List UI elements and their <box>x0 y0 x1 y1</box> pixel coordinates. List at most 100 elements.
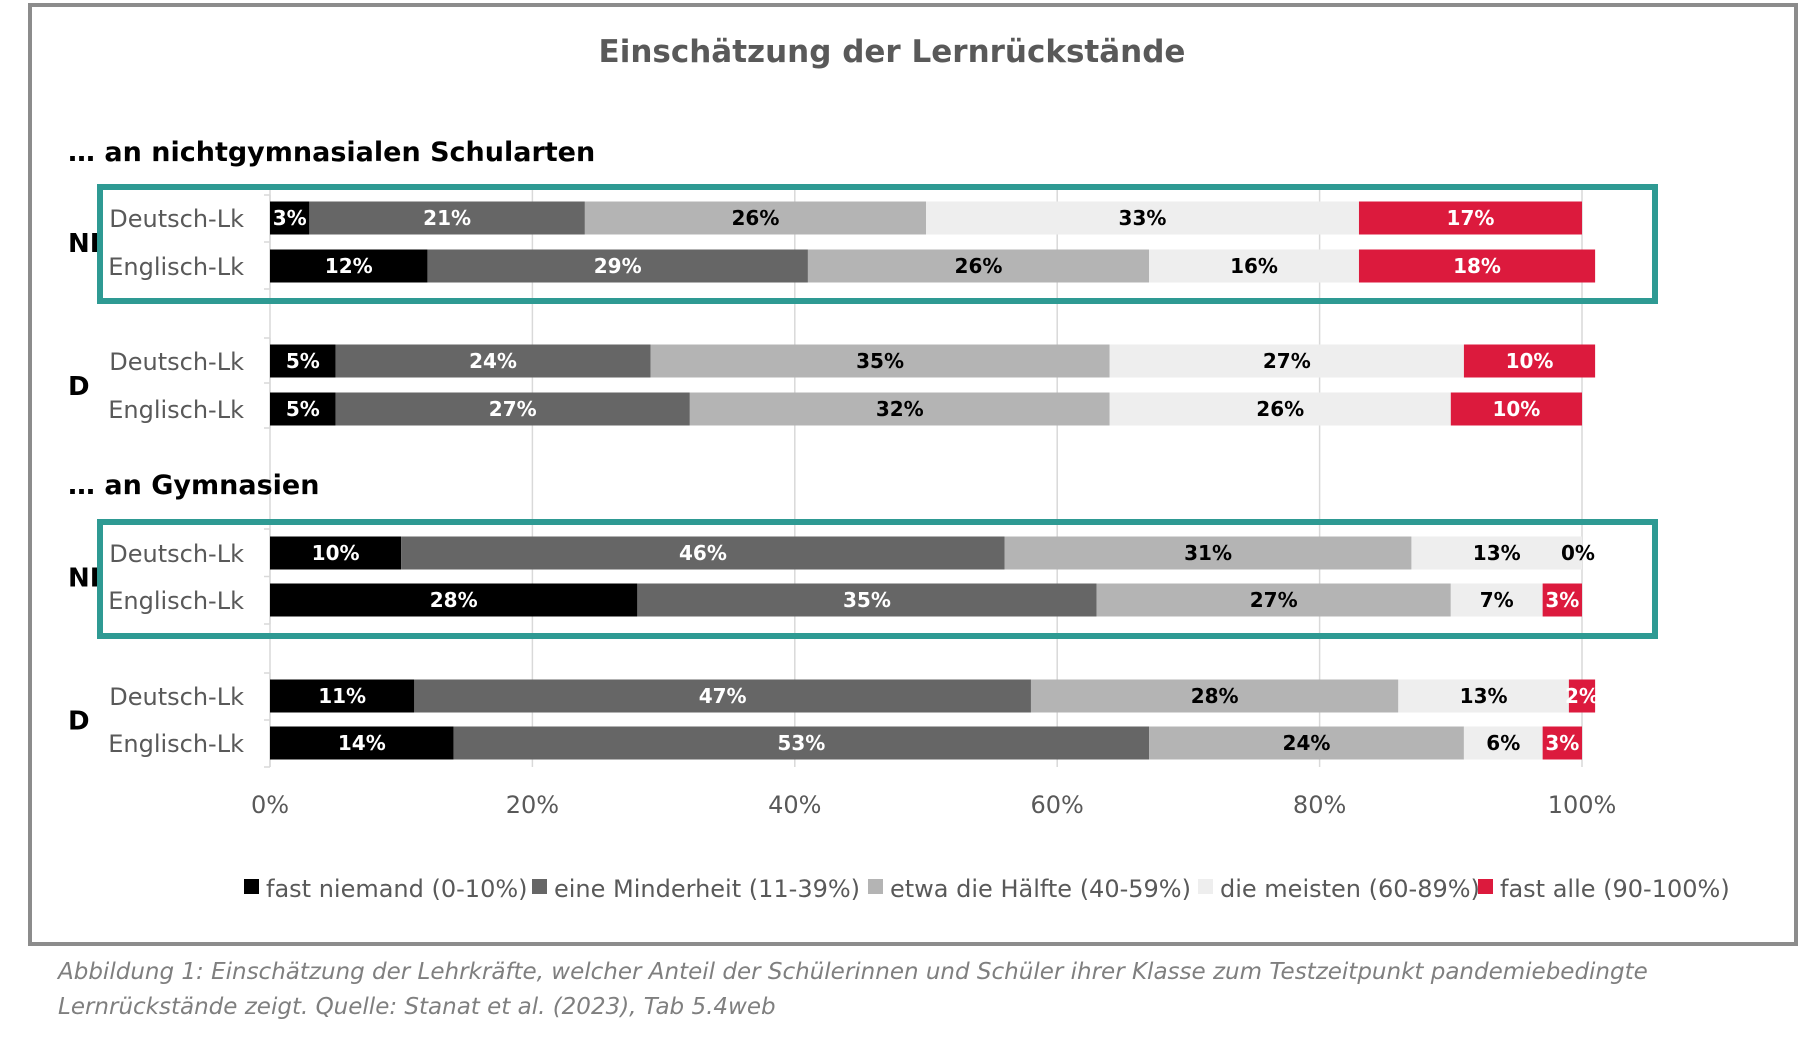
data-label: 53% <box>777 731 825 755</box>
data-label: 10% <box>312 541 360 565</box>
data-label: 13% <box>1460 684 1508 708</box>
legend: fast niemand (0-10%) eine Minderheit (11-… <box>244 875 1730 903</box>
data-label: 16% <box>1230 254 1278 278</box>
bar-segment <box>1358 249 1596 283</box>
bar-segment <box>1568 679 1596 713</box>
bar-layer <box>97 184 1658 760</box>
data-label: 18% <box>1453 254 1501 278</box>
data-label: 27% <box>1250 588 1298 612</box>
x-tick-label-4: 80% <box>1293 791 1346 819</box>
bar-segment <box>1109 344 1464 378</box>
bar-segment <box>270 679 415 713</box>
highlight-box-ni-0 <box>97 184 1658 304</box>
data-label: 17% <box>1447 206 1495 230</box>
category-label-englisch-lk: Englisch-Lk <box>108 730 244 758</box>
bar-segment <box>1358 201 1582 235</box>
bar-segment <box>1450 392 1582 426</box>
bar-segment <box>270 583 638 617</box>
bar-segment <box>1411 536 1582 570</box>
data-label: 7% <box>1480 588 1514 612</box>
bar-segment <box>1450 583 1543 617</box>
category-label-englisch-lk: Englisch-Lk <box>108 396 244 424</box>
data-label: 32% <box>876 397 924 421</box>
bar-segment <box>1030 679 1399 713</box>
category-label-englisch-lk: Englisch-Lk <box>108 253 244 281</box>
bar-segment <box>1463 726 1543 760</box>
data-label: 26% <box>732 206 780 230</box>
legend-label-1: eine Minderheit (11-39%) <box>554 875 860 903</box>
data-label: 33% <box>1119 206 1167 230</box>
stacked-bar-chart: Einschätzung der Lernrückstände … an nic… <box>68 34 1730 903</box>
data-label: 35% <box>856 349 904 373</box>
bar-segment <box>453 726 1150 760</box>
x-tick-label-1: 20% <box>506 791 559 819</box>
data-label: 24% <box>469 349 517 373</box>
bar-segment <box>270 249 428 283</box>
group-label-d: D <box>68 707 90 737</box>
legend-swatch-3 <box>1198 879 1213 894</box>
data-label: 13% <box>1473 541 1521 565</box>
bar-segment <box>335 344 651 378</box>
section-title-gymnasien: … an Gymnasien <box>68 470 319 501</box>
group-label-d: D <box>68 372 90 402</box>
data-label: 29% <box>594 254 642 278</box>
bar-segment <box>1109 392 1451 426</box>
x-tick-label-3: 60% <box>1031 791 1084 819</box>
data-label: 31% <box>1184 541 1232 565</box>
legend-swatch-4 <box>1478 879 1493 894</box>
bar-segment <box>309 201 585 235</box>
data-label: 6% <box>1486 731 1520 755</box>
bar-segment <box>270 344 336 378</box>
data-label: 47% <box>699 684 747 708</box>
bar-segment <box>1542 726 1582 760</box>
bar-segment <box>650 344 1110 378</box>
data-label: 46% <box>679 541 727 565</box>
category-label-deutsch-lk: Deutsch-Lk <box>109 348 244 376</box>
section-title-nichtgymnasial: … an nichtgymnasialen Schularten <box>68 137 595 168</box>
bar-segment <box>1004 536 1412 570</box>
chart-frame: Einschätzung der Lernrückstände … an nic… <box>28 3 1798 946</box>
data-label: 28% <box>430 588 478 612</box>
bar-segment <box>1463 344 1596 378</box>
data-label: 28% <box>1191 684 1239 708</box>
legend-swatch-1 <box>532 879 547 894</box>
category-label-deutsch-lk: Deutsch-Lk <box>109 683 244 711</box>
data-label: 12% <box>325 254 373 278</box>
legend-swatch-2 <box>868 879 883 894</box>
bar-segment <box>270 726 454 760</box>
text-layer: Einschätzung der Lernrückstände … an nic… <box>68 34 1616 819</box>
bar-segment <box>270 536 402 570</box>
data-label: 5% <box>286 349 320 373</box>
bar-segment <box>1149 726 1464 760</box>
bar-segment <box>270 201 310 235</box>
legend-label-4: fast alle (90-100%) <box>1500 875 1730 903</box>
data-label: 26% <box>1256 397 1304 421</box>
legend-label-2: etwa die Hälfte (40-59%) <box>890 875 1191 903</box>
bar-segment <box>335 392 690 426</box>
bar-segment <box>1398 679 1569 713</box>
legend-label-3: die meisten (60-89%) <box>1220 875 1480 903</box>
data-label: 10% <box>1506 349 1554 373</box>
legend-label-0: fast niemand (0-10%) <box>266 875 528 903</box>
bar-segment <box>270 392 336 426</box>
chart-title: Einschätzung der Lernrückstände <box>599 34 1186 70</box>
x-tick-label-0: 0% <box>251 791 289 819</box>
category-label-englisch-lk: Englisch-Lk <box>108 587 244 615</box>
data-label: 14% <box>338 731 386 755</box>
x-tick-label-2: 40% <box>768 791 821 819</box>
data-label: 0% <box>1561 541 1595 565</box>
x-tick-label-5: 100% <box>1548 791 1617 819</box>
bar-segment <box>584 201 926 235</box>
bar-segment <box>427 249 808 283</box>
data-label: 10% <box>1492 397 1540 421</box>
data-label: 3% <box>1545 588 1579 612</box>
data-label: 11% <box>318 684 366 708</box>
bar-segment <box>1542 583 1582 617</box>
bar-segment <box>414 679 1031 713</box>
bar-segment <box>689 392 1110 426</box>
bar-segment <box>401 536 1005 570</box>
category-label-deutsch-lk: Deutsch-Lk <box>109 205 244 233</box>
data-label: 3% <box>273 206 307 230</box>
group-label-ni: NI <box>68 564 99 594</box>
data-label: 27% <box>1263 349 1311 373</box>
